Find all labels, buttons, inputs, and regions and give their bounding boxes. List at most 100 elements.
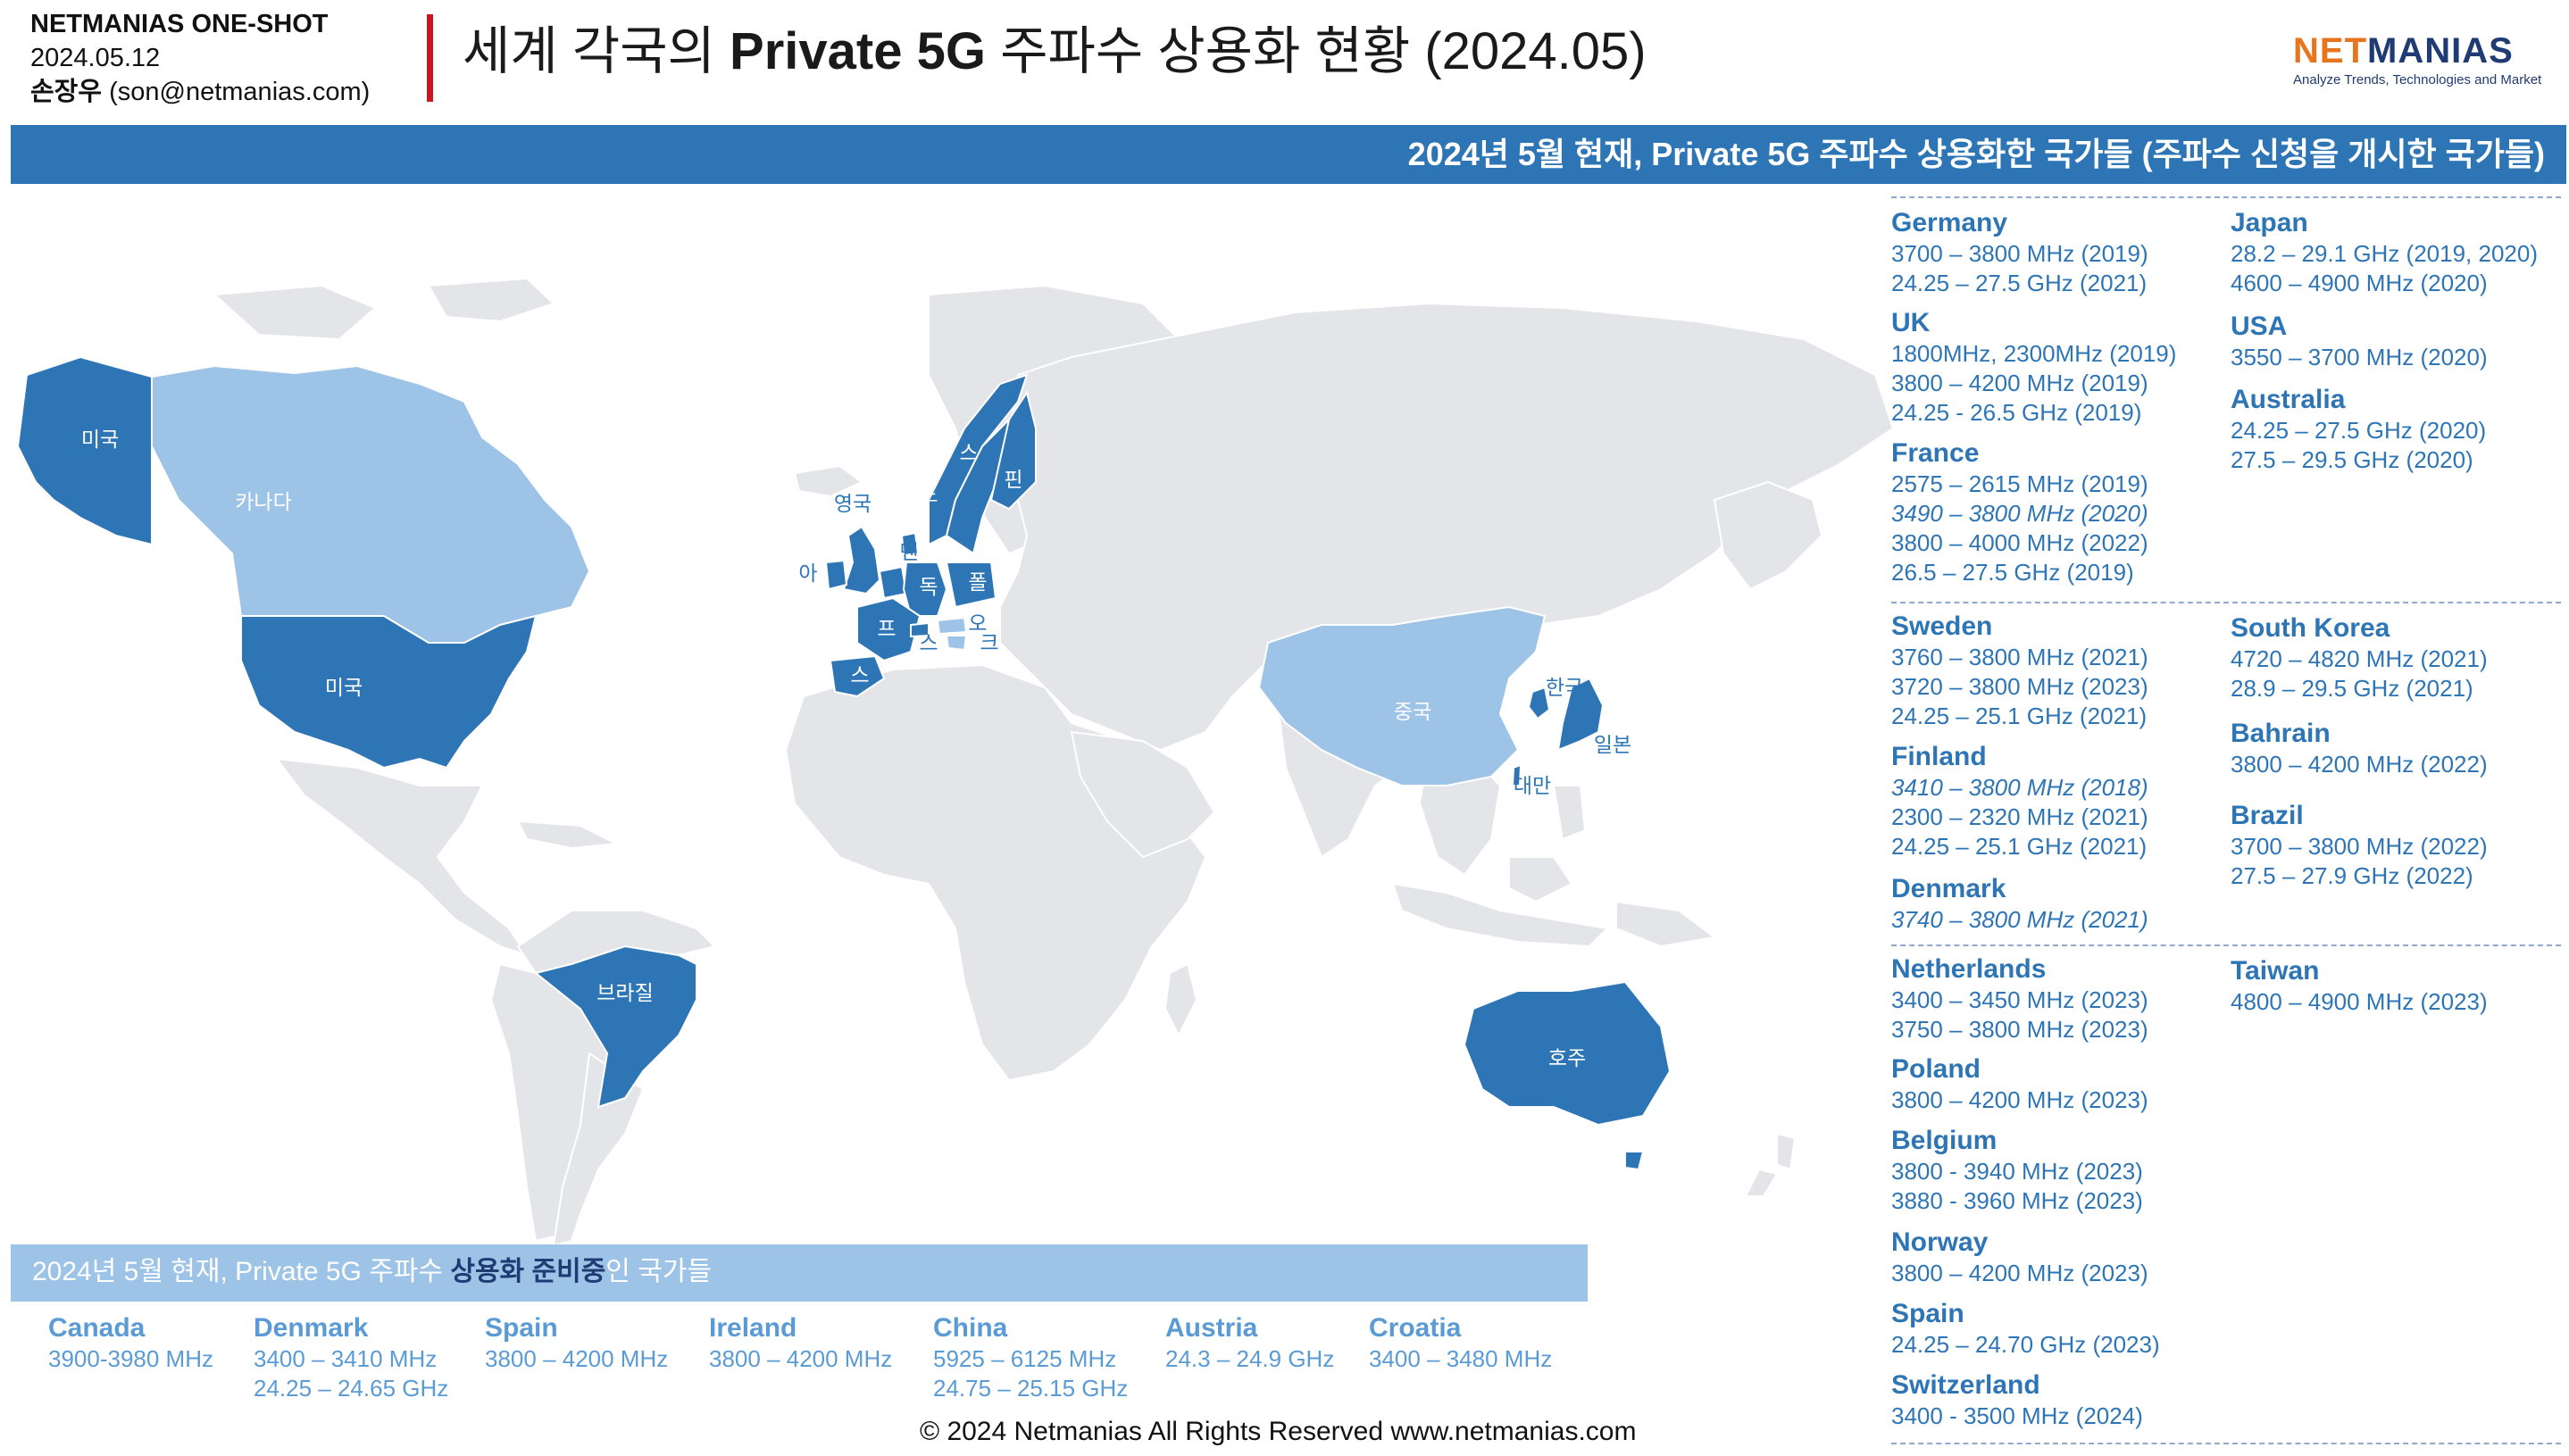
map-uk	[842, 525, 881, 595]
entry-poland: Poland 3800 – 4200 MHz (2023)	[1891, 1053, 2148, 1115]
author-label: 손장우 (son@netmanias.com)	[30, 75, 423, 109]
country-name: Finland	[1891, 742, 1987, 771]
map-norway	[928, 373, 1029, 546]
freq-line: 3760 – 3800 MHz (2021)	[1891, 644, 2148, 670]
title-bold: Private 5G	[730, 22, 986, 80]
map-labels: 미국 카나다 미국 브라질 영국 아 노 스 핀 덴 독 폴 프 스 스 오 크…	[81, 428, 1631, 1070]
freq-line: 3800 – 4200 MHz (2022)	[2231, 751, 2488, 778]
map-taiwan	[1511, 763, 1522, 786]
map-label-croatia: 크	[980, 632, 998, 655]
country-name: South Korea	[2231, 613, 2390, 643]
freq-line: 3700 – 3800 MHz (2019)	[1891, 240, 2148, 267]
freq-line: 24.25 – 24.70 GHz (2023)	[1891, 1331, 2160, 1358]
map-alaska	[16, 355, 153, 546]
map-china	[1257, 605, 1547, 786]
page-title: 세계 각국의 Private 5G 주파수 상용화 현황 (2024.05)	[463, 18, 1647, 86]
map-france	[856, 596, 922, 662]
freq-line: 3800 – 4200 MHz	[485, 1345, 669, 1372]
freq-line: 24.25 – 25.1 GHz (2021)	[1891, 833, 2148, 860]
map-label-uk: 영국	[834, 493, 872, 516]
map-label-spain: 스	[850, 664, 869, 687]
map-germany	[902, 562, 948, 617]
entry-denmark: Denmark 3740 – 3800 MHz (2021)	[1891, 873, 2148, 935]
freq-line: 3740 – 3800 MHz (2021)	[1891, 906, 2148, 933]
map-label-sweden: 스	[959, 442, 978, 465]
logo-manias: MANIAS	[2367, 31, 2514, 71]
country-name: Canada	[48, 1313, 146, 1343]
freq-line: 3800 - 3940 MHz (2023)	[1891, 1158, 2143, 1185]
entry-germany: Germany 3700 – 3800 MHz (2019) 24.25 – 2…	[1891, 207, 2148, 298]
entry-sweden: Sweden 3760 – 3800 MHz (2021) 3720 – 380…	[1891, 611, 2148, 731]
map-label-austria: 오	[968, 612, 987, 636]
country-name: Taiwan	[2231, 956, 2320, 986]
commercial-banner-text: 2024년 5월 현재, Private 5G 주파수 상용화한 국가들 (주파…	[1407, 136, 2545, 172]
freq-line: 4800 – 4900 MHz (2023)	[2231, 988, 2488, 1015]
preparing-banner-text: 2024년 5월 현재, Private 5G 주파수 상용화 준비중인 국가들	[32, 1252, 712, 1293]
map-label-canada: 카나다	[235, 491, 291, 514]
freq-line: 24.3 – 24.9 GHz	[1165, 1345, 1335, 1372]
country-name: Ireland	[709, 1313, 797, 1343]
freq-line: 3800 – 4200 MHz (2019)	[1891, 370, 2148, 396]
freq-line: 27.5 – 27.9 GHz (2022)	[2231, 862, 2473, 889]
header-meta: NETMANIAS ONE-SHOT 2024.05.12 손장우 (son@n…	[30, 7, 423, 109]
freq-line: 1800MHz, 2300MHz (2019)	[1891, 340, 2177, 367]
map-croatia	[945, 635, 968, 652]
copyright-footer: © 2024 Netmanias All Rights Reserved www…	[920, 1417, 1637, 1446]
map-south-korea	[1527, 686, 1551, 720]
map-label-germany: 독	[919, 576, 938, 599]
world-map: 미국 카나다 미국 브라질 영국 아 노 스 핀 덴 독 폴 프 스 스 오 크…	[16, 277, 1895, 1247]
freq-line: 3720 – 3800 MHz (2023)	[1891, 673, 2148, 700]
entry-australia: Australia 24.25 – 27.5 GHz (2020) 27.5 –…	[2231, 384, 2486, 475]
freq-line: 3750 – 3800 MHz (2023)	[1891, 1016, 2148, 1043]
map-austria	[936, 616, 968, 636]
map-label-finland: 핀	[1004, 469, 1022, 492]
map-australia	[1463, 980, 1672, 1127]
preparing-entry-china: China 5925 – 6125 MHz 24.75 – 25.15 GHz	[933, 1312, 1128, 1403]
freq-line: 3800 – 4200 MHz (2023)	[1891, 1086, 2148, 1113]
country-name: Spain	[1891, 1299, 1964, 1328]
panel-separator	[1891, 602, 2561, 603]
entry-norway: Norway 3800 – 4200 MHz (2023)	[1891, 1227, 2148, 1288]
country-name: Germany	[1891, 208, 2008, 237]
freq-line: 28.9 – 29.5 GHz (2021)	[2231, 675, 2473, 702]
map-usa	[240, 614, 538, 770]
entry-finland: Finland 3410 – 3800 MHz (2018) 2300 – 23…	[1891, 741, 2148, 861]
freq-line: 3700 – 3800 MHz (2022)	[2231, 833, 2488, 860]
entry-south-korea: South Korea 4720 – 4820 MHz (2021) 28.9 …	[2231, 612, 2488, 703]
country-name: Denmark	[254, 1313, 369, 1343]
entry-uk: UK 1800MHz, 2300MHz (2019) 3800 – 4200 M…	[1891, 307, 2176, 428]
preparing-entry-ireland: Ireland 3800 – 4200 MHz	[709, 1312, 892, 1374]
freq-line: 27.5 – 29.5 GHz (2020)	[2231, 446, 2473, 473]
country-name: Switzerland	[1891, 1370, 2040, 1400]
freq-line: 4600 – 4900 MHz (2020)	[2231, 270, 2488, 296]
freq-line: 3800 – 4200 MHz (2023)	[1891, 1260, 2148, 1286]
map-label-denmark: 덴	[899, 541, 918, 564]
map-label-ireland: 아	[798, 562, 817, 586]
freq-line: 3880 - 3960 MHz (2023)	[1891, 1187, 2143, 1214]
freq-line: 3400 - 3500 MHz (2024)	[1891, 1402, 2143, 1429]
country-name: France	[1891, 438, 1980, 468]
freq-line: 3900-3980 MHz	[48, 1345, 213, 1372]
freq-line: 3800 – 4000 MHz (2022)	[1891, 529, 2148, 556]
map-ireland	[824, 559, 848, 591]
country-name: Australia	[2231, 385, 2346, 414]
country-name: China	[933, 1313, 1008, 1343]
map-denmark	[900, 531, 920, 557]
country-name: Belgium	[1891, 1126, 1998, 1155]
map-label-usa: 미국	[325, 677, 363, 700]
panel-separator	[1891, 1443, 2561, 1444]
map-benelux	[878, 565, 908, 600]
freq-line: 3800 – 4200 MHz	[709, 1345, 893, 1372]
commercial-countries-panel: Germany 3700 – 3800 MHz (2019) 24.25 – 2…	[1882, 191, 2561, 1450]
map-label-australia: 호주	[1548, 1047, 1586, 1070]
freq-line: 24.75 – 25.15 GHz	[933, 1375, 1129, 1402]
map-label-china: 중국	[1394, 701, 1431, 724]
entry-usa: USA 3550 – 3700 MHz (2020)	[2231, 311, 2488, 372]
entry-bahrain: Bahrain 3800 – 4200 MHz (2022)	[2231, 718, 2488, 779]
commercial-banner: 2024년 5월 현재, Private 5G 주파수 상용화한 국가들 (주파…	[11, 125, 2566, 184]
map-switzerland	[910, 621, 930, 638]
country-name: Japan	[2231, 208, 2308, 237]
map-label-alaska: 미국	[81, 428, 119, 452]
country-name: Brazil	[2231, 801, 2304, 830]
preparing-banner: 2024년 5월 현재, Private 5G 주파수 상용화 준비중인 국가들	[11, 1244, 1588, 1302]
